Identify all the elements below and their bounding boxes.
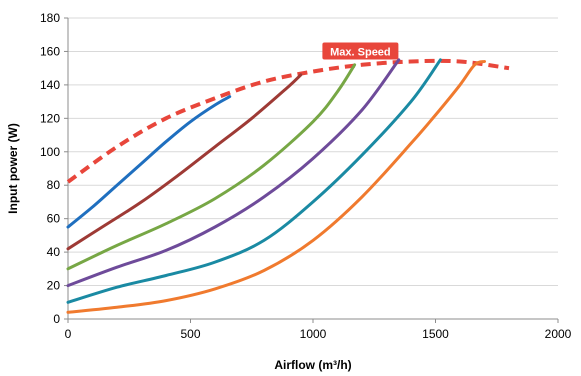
y-tick-label-100: 100 [40, 145, 60, 159]
x-tick-label-2000: 2000 [545, 327, 572, 341]
x-tick-label-0: 0 [65, 327, 72, 341]
y-axis-title: Input power (W) [6, 123, 20, 214]
y-axis-ticks: 0 20 40 60 80 100 120 140 160 180 [40, 11, 68, 326]
y-tick-label-20: 20 [47, 279, 61, 293]
speed-curve-4 [66, 58, 401, 288]
speed-curve-1 [66, 95, 232, 229]
x-tick-label-1500: 1500 [422, 327, 449, 341]
axes [67, 18, 558, 320]
series-lines [66, 58, 510, 314]
grid-lines [68, 17, 558, 287]
y-tick-label-120: 120 [40, 111, 60, 125]
y-tick-label-140: 140 [40, 78, 60, 92]
annotation-background [322, 42, 399, 60]
speed-curve-6 [66, 60, 486, 314]
x-tick-label-1000: 1000 [300, 327, 327, 341]
speed-curve-5 [66, 58, 442, 304]
annotation-label: Max. Speed [330, 46, 391, 58]
speed-curve-2 [66, 73, 303, 251]
max-speed-annotation: Max. Speed [322, 42, 399, 60]
y-tick-label-60: 60 [47, 212, 61, 226]
y-tick-label-160: 160 [40, 44, 60, 58]
x-axis-title: Airflow (m³/h) [274, 358, 351, 372]
speed-curve-3 [66, 63, 357, 271]
x-tick-label-500: 500 [180, 327, 200, 341]
y-tick-label-180: 180 [40, 11, 60, 25]
max-speed-curve [66, 58, 510, 184]
y-tick-label-0: 0 [53, 312, 60, 326]
y-tick-label-80: 80 [47, 178, 61, 192]
x-axis-ticks: 0 500 1000 1500 2000 [65, 319, 572, 341]
y-tick-label-40: 40 [47, 245, 61, 259]
